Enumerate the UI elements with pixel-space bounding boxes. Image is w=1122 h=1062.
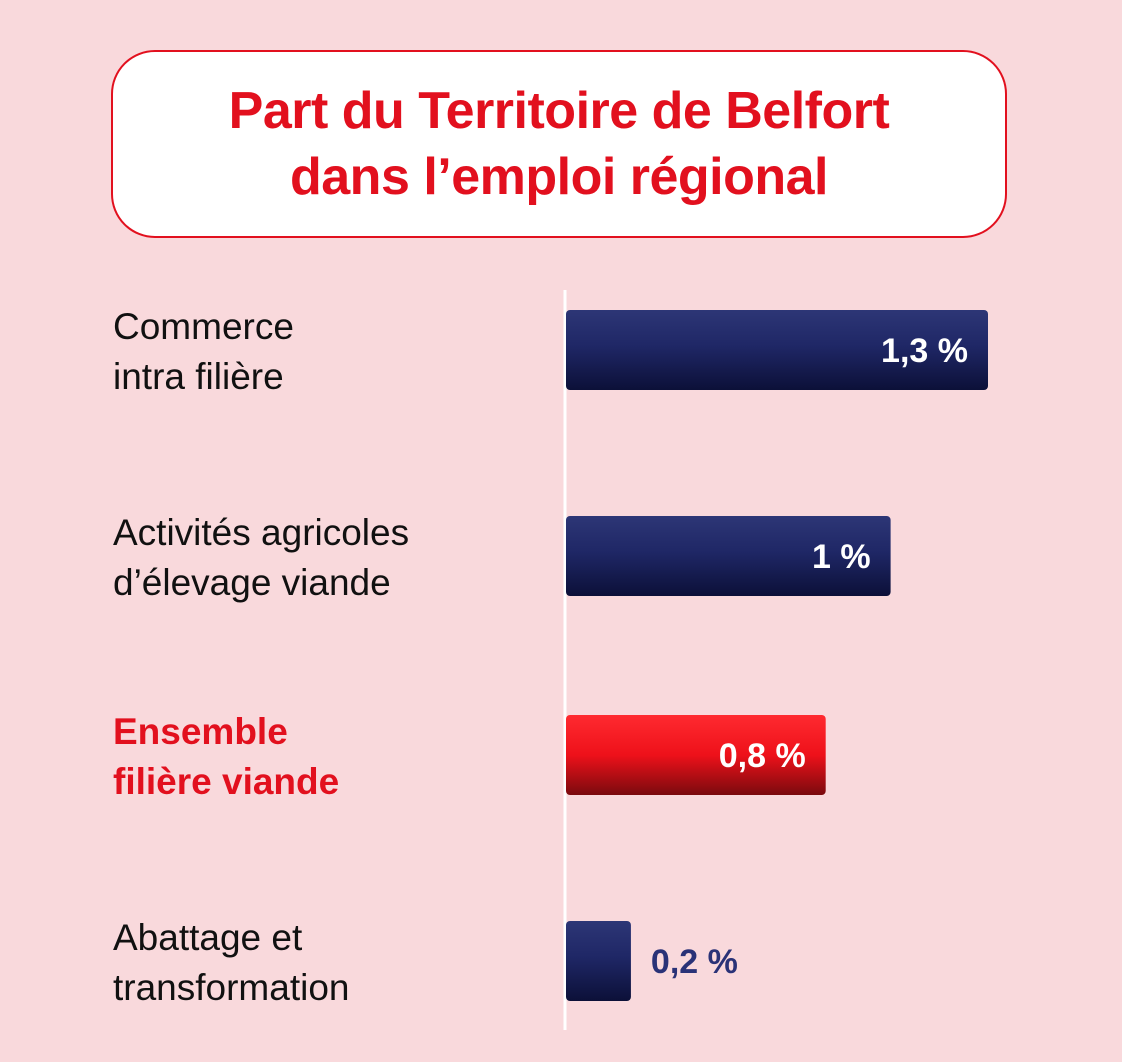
value-label-3: 0,2 % <box>651 943 738 981</box>
category-label-2: Ensemble filière viande <box>113 711 339 802</box>
chart-title-line-1: Part du Territoire de Belfort <box>228 82 890 140</box>
bar-2 <box>566 715 826 795</box>
category-label-3: Abattage et transformation <box>113 917 350 1008</box>
value-label-2: 0,8 % <box>719 737 806 775</box>
bar-3 <box>566 921 631 1001</box>
chart-title-line-2: dans l’emploi régional <box>290 148 829 206</box>
bar-0 <box>566 310 988 390</box>
chart-title-box: Part du Territoire de Belfort dans l’emp… <box>111 50 1007 238</box>
value-label-1: 1 % <box>812 538 871 576</box>
category-label-0: Commerce intra filière <box>113 306 294 397</box>
category-label-1: Activités agricoles d’élevage viande <box>113 512 409 603</box>
value-label-0: 1,3 % <box>881 332 968 370</box>
bar-1 <box>566 516 891 596</box>
